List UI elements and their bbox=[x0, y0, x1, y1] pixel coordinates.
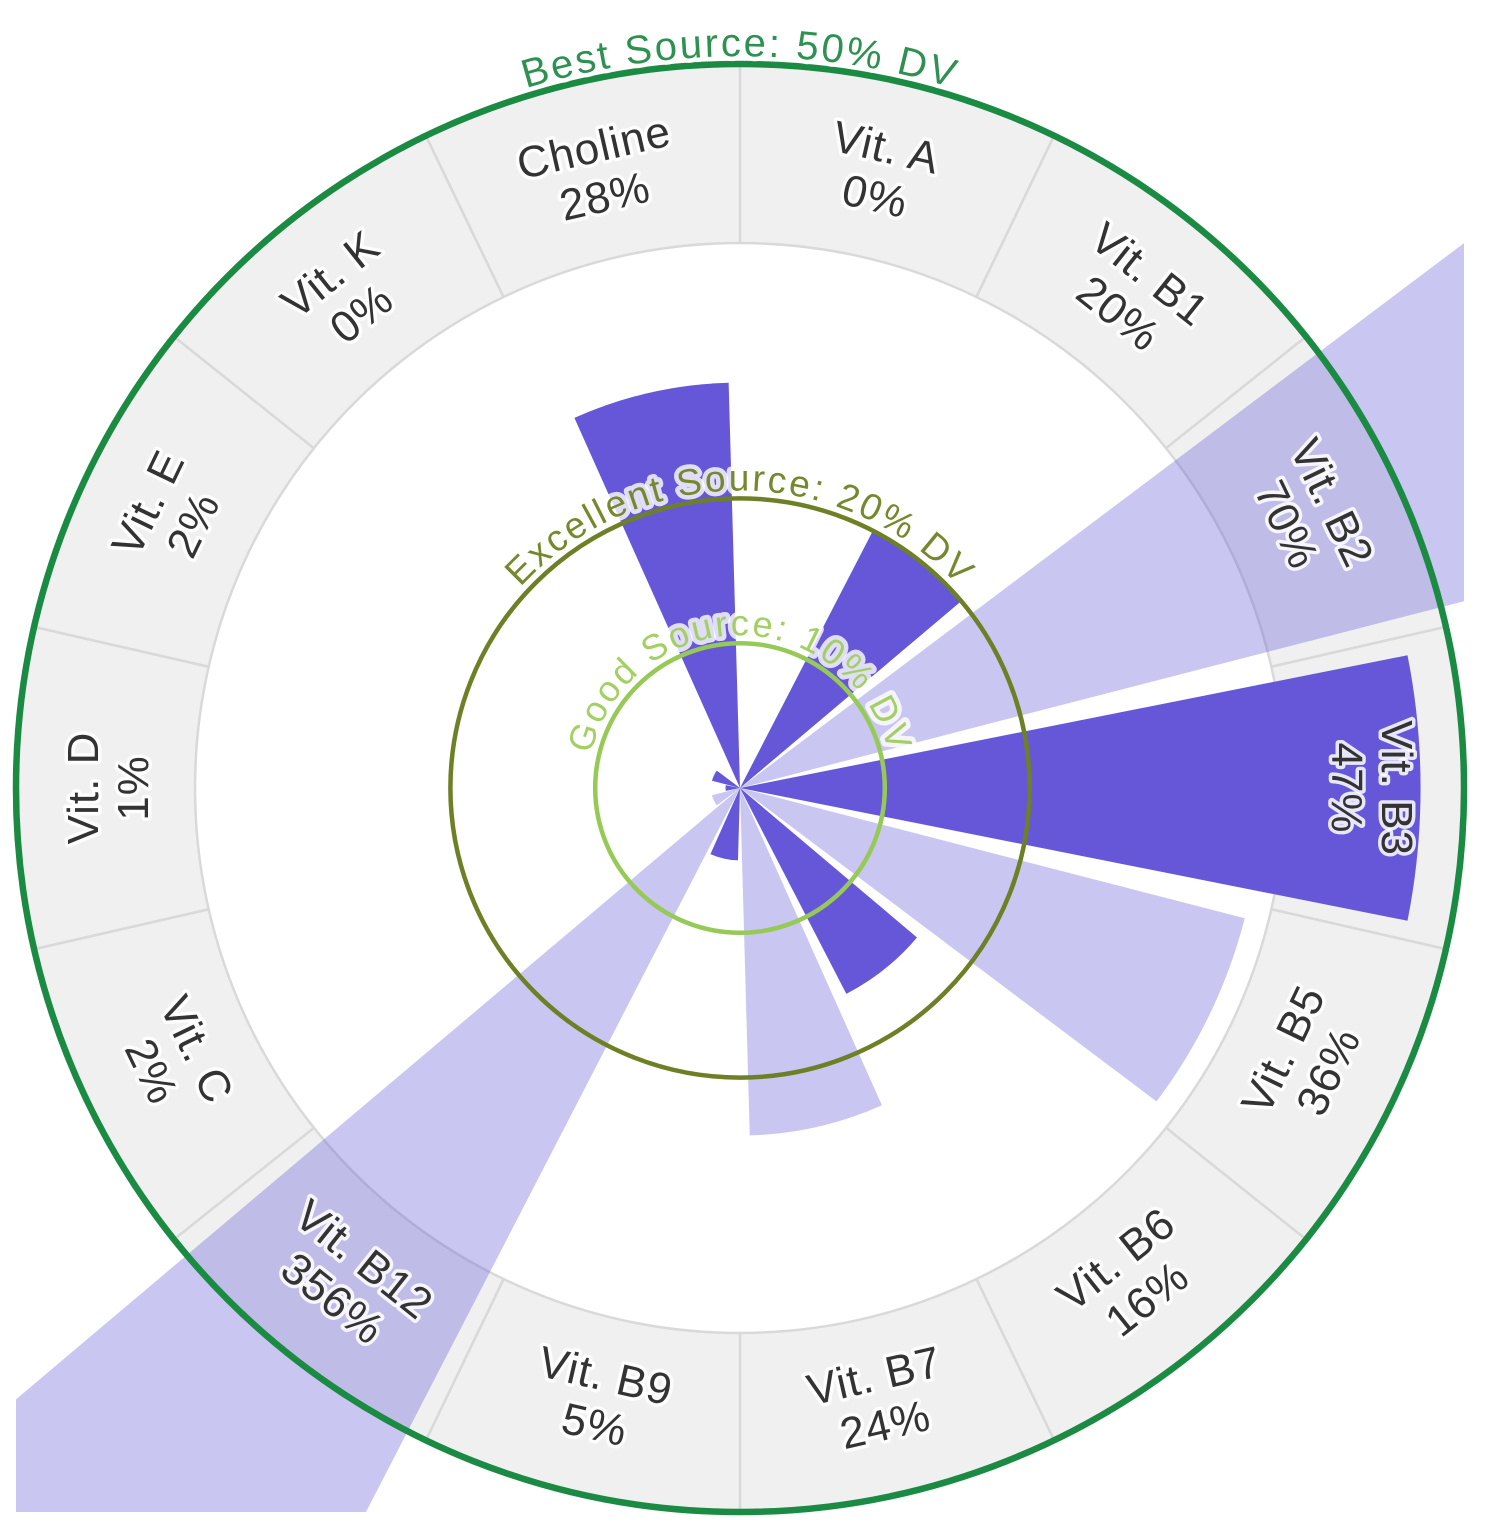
wedge-vit-b2[interactable] bbox=[740, 179, 1490, 788]
wedge-vit-b9[interactable] bbox=[710, 788, 740, 861]
wedge-vit-b5[interactable] bbox=[740, 788, 1245, 1102]
ring-circle-20 bbox=[448, 496, 1032, 1080]
wedge-vit-b7[interactable] bbox=[740, 788, 882, 1136]
label-percent: 1% bbox=[109, 755, 158, 821]
wedge-vit-e[interactable] bbox=[711, 770, 740, 788]
label-name: Vit. D bbox=[59, 732, 108, 845]
wedge-vit-b3[interactable] bbox=[740, 655, 1421, 921]
wedge-vit-d[interactable] bbox=[725, 785, 740, 791]
wedge-choline[interactable] bbox=[574, 382, 740, 788]
wedge-vit-b6[interactable] bbox=[740, 788, 918, 994]
label-percent: 47% bbox=[1322, 742, 1371, 833]
bars bbox=[0, 179, 1490, 1536]
wedge-vit-b1[interactable] bbox=[740, 530, 962, 788]
label-name: Vit. B3 bbox=[1372, 720, 1421, 856]
ring-circle-50 bbox=[12, 60, 1468, 1516]
wedge-vit-b12[interactable] bbox=[0, 788, 740, 1536]
wedge-vit-c[interactable] bbox=[711, 788, 740, 806]
ring-circle-10 bbox=[592, 640, 888, 936]
label-ring bbox=[14, 62, 1466, 1514]
label-vit-d: Vit. D 1% bbox=[56, 728, 162, 848]
